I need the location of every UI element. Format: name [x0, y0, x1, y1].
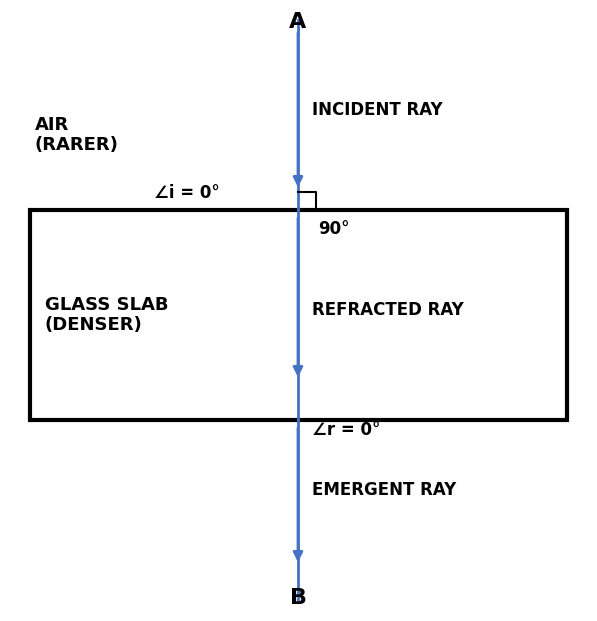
Text: REFRACTED RAY: REFRACTED RAY — [312, 301, 464, 319]
Text: INCIDENT RAY: INCIDENT RAY — [312, 101, 442, 119]
Text: A: A — [290, 12, 307, 32]
Bar — [30, 210, 567, 420]
Text: GLASS SLAB
(DENSER): GLASS SLAB (DENSER) — [45, 296, 168, 334]
Text: 90°: 90° — [318, 220, 349, 238]
Text: B: B — [290, 588, 306, 608]
Text: AIR
(RARER): AIR (RARER) — [35, 116, 119, 155]
Text: EMERGENT RAY: EMERGENT RAY — [312, 481, 456, 499]
Text: ∠i = 0°: ∠i = 0° — [154, 184, 220, 202]
Text: ∠r = 0°: ∠r = 0° — [312, 421, 380, 439]
